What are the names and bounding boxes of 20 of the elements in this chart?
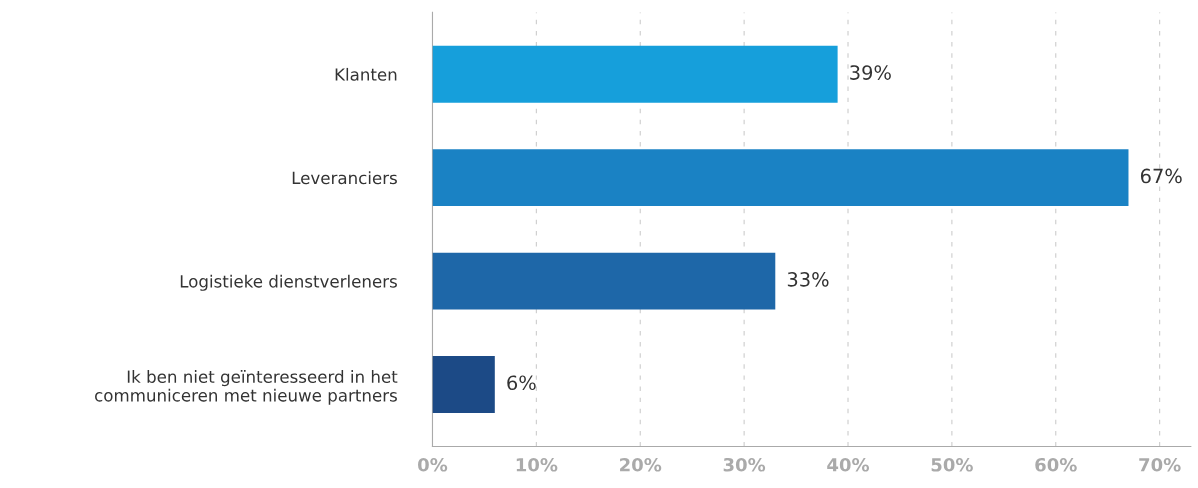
data-label: 6% xyxy=(507,375,536,391)
bar xyxy=(432,252,776,310)
x-tick-label: 40% xyxy=(827,457,870,472)
x-tick-label: 30% xyxy=(723,457,766,472)
bar xyxy=(432,356,495,413)
data-label: 33% xyxy=(787,272,829,287)
x-tick-label: 60% xyxy=(1035,457,1077,472)
x-tick-label: 0% xyxy=(418,457,448,472)
data-label: 39% xyxy=(850,65,891,80)
y-tick-label: Ik ben niet geïnteresseerd in het communiceren met nieuwe partners xyxy=(95,370,398,405)
y-tick-label: Klanten xyxy=(335,67,397,81)
x-tick-label: 50% xyxy=(931,457,973,472)
y-tick-label: Logistieke dienstverleners xyxy=(180,274,397,291)
bar xyxy=(432,45,838,103)
bar xyxy=(432,149,1129,207)
x-tick-label: 70% xyxy=(1139,457,1181,472)
data-label: 67% xyxy=(1140,168,1182,184)
x-tick-label: 20% xyxy=(620,457,662,472)
y-tick-label: Leveranciers xyxy=(292,171,397,185)
x-tick-label: 10% xyxy=(516,457,558,472)
